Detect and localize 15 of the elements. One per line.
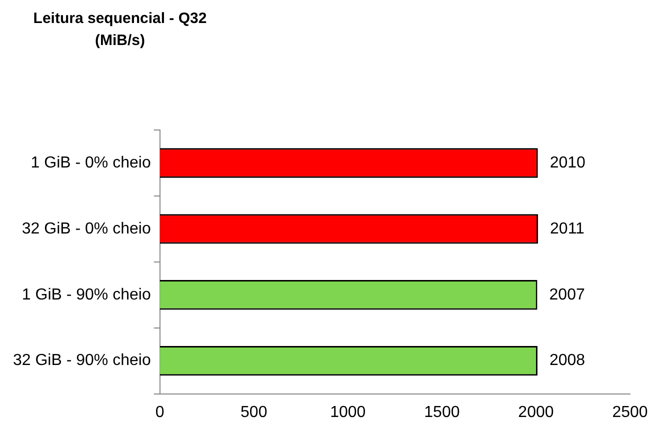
x-tick-label: 1000 xyxy=(330,404,366,421)
x-tick-label: 500 xyxy=(240,404,268,421)
y-tick-label: 1 GiB - 0% cheio xyxy=(30,154,151,172)
y-tick-label: 32 GiB - 0% cheio xyxy=(22,220,151,238)
x-tick-label: 1500 xyxy=(424,404,460,421)
data-label: 2011 xyxy=(550,220,585,238)
x-tick-label: 2000 xyxy=(518,404,554,421)
data-label: 2008 xyxy=(549,352,586,370)
x-tick-label: 2500 xyxy=(612,404,648,421)
y-tick-label: 32 GiB - 90% cheio xyxy=(12,352,151,370)
x-tick-label: 0 xyxy=(155,404,164,421)
y-tick-label: 1 GiB - 90% cheio xyxy=(22,286,151,304)
chart-title: Leitura sequencial - Q32 (MiB/s) xyxy=(32,9,208,51)
data-label: 2007 xyxy=(549,286,585,304)
data-label: 2010 xyxy=(550,154,586,172)
